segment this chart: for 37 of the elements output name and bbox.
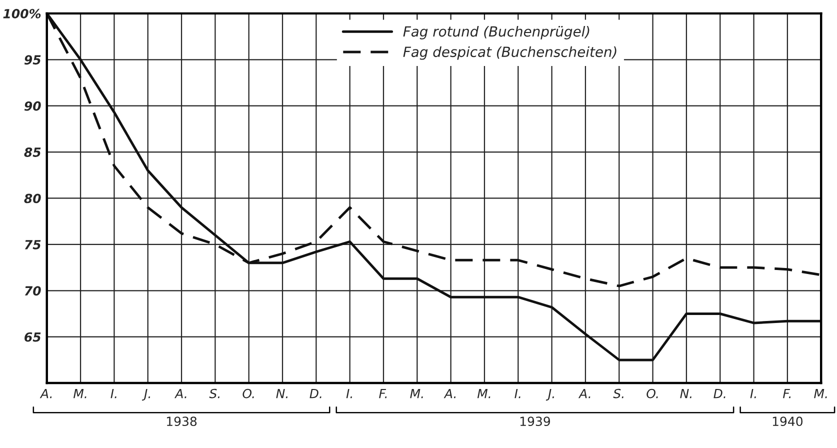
x-tick-label: D. xyxy=(310,388,322,398)
x-tick-label: N. xyxy=(276,388,288,398)
x-tick-label: I. xyxy=(750,388,756,398)
x-tick-label: M. xyxy=(410,388,423,398)
y-tick-label: 80 xyxy=(24,194,41,204)
x-tick-label: F. xyxy=(782,388,791,398)
x-tick-label: O. xyxy=(646,388,658,398)
x-tick-label: A. xyxy=(444,388,456,398)
y-tick-label: 75 xyxy=(24,240,41,250)
x-tick-label: J. xyxy=(142,388,150,401)
x-tick-label: M. xyxy=(477,388,490,398)
x-tick-label: F. xyxy=(379,388,387,398)
x-tick-label: I. xyxy=(110,388,116,398)
x-tick-label: A. xyxy=(578,388,590,398)
x-tick-label: I. xyxy=(514,388,520,398)
legend-label: Fag rotund (Buchenprügel) xyxy=(403,26,590,40)
x-tick-label: D. xyxy=(714,388,726,398)
y-tick-label: 65 xyxy=(24,332,41,342)
text: 1938 xyxy=(166,416,197,426)
x-tick-label: S. xyxy=(209,388,220,398)
y-tick-label: 90 xyxy=(24,101,41,111)
x-tick-label: A. xyxy=(174,388,186,398)
text: 1939 xyxy=(520,416,550,426)
text: 1940 xyxy=(772,416,803,426)
x-tick-label: I. xyxy=(346,388,352,398)
y-tick-label: 70 xyxy=(24,286,41,296)
y-tick-label: 100% xyxy=(3,8,41,18)
x-tick-label: M. xyxy=(814,388,827,398)
x-tick-label: S. xyxy=(613,388,624,398)
legend-label: Fag despicat (Buchenscheiten) xyxy=(403,46,616,60)
x-tick-label: J. xyxy=(546,388,554,401)
x-tick-label: A. xyxy=(40,388,52,398)
y-tick-label: 95 xyxy=(24,55,41,65)
x-tick-label: N. xyxy=(680,388,692,398)
x-tick-label: M. xyxy=(73,388,86,398)
y-tick-label: 85 xyxy=(24,148,41,157)
x-tick-label: O. xyxy=(242,388,254,398)
